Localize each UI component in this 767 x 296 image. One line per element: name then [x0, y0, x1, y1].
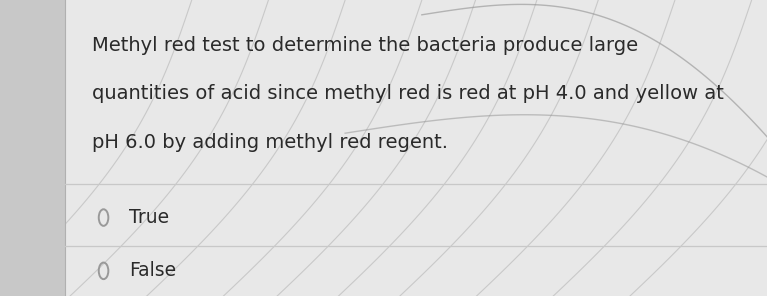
- FancyBboxPatch shape: [0, 0, 65, 296]
- Text: Methyl red test to determine the bacteria produce large: Methyl red test to determine the bacteri…: [92, 36, 638, 54]
- Text: True: True: [129, 208, 169, 227]
- Text: False: False: [129, 261, 176, 280]
- Text: pH 6.0 by adding methyl red regent.: pH 6.0 by adding methyl red regent.: [92, 133, 448, 152]
- Text: quantities of acid since methyl red is red at pH 4.0 and yellow at: quantities of acid since methyl red is r…: [92, 84, 724, 103]
